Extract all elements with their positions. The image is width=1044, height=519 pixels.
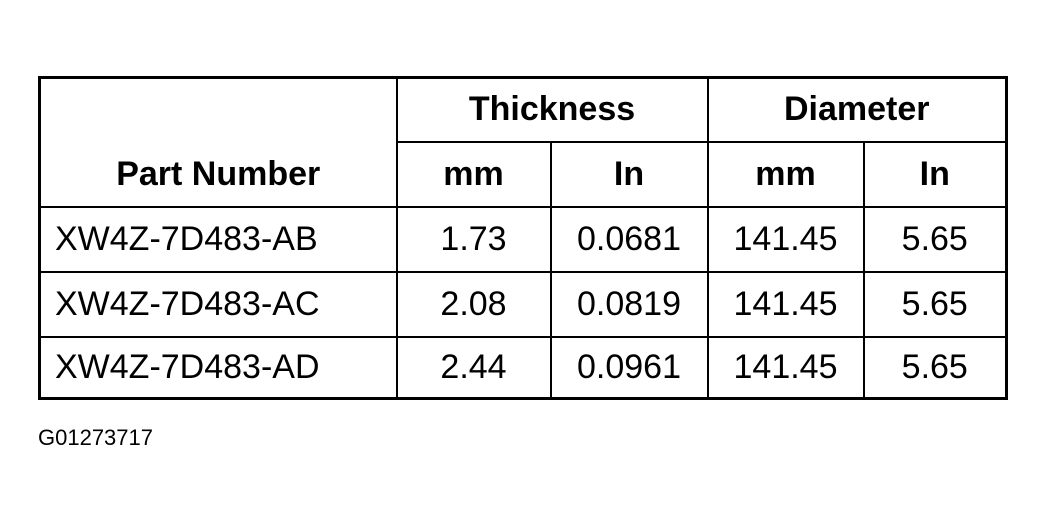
value-cell: 5.65	[862, 270, 1008, 338]
table-row: XW4Z-7D483-AB 1.73 0.0681 141.45 5.65	[38, 205, 1008, 273]
unit-header: mm	[706, 140, 865, 208]
value-cell: 0.0819	[549, 270, 709, 338]
unit-header: In	[549, 140, 709, 208]
unit-header: mm	[395, 140, 552, 208]
value-cell: 141.45	[706, 270, 865, 338]
value-cell: 141.45	[706, 335, 865, 400]
value-cell: 2.44	[395, 335, 552, 400]
unit-header: In	[862, 140, 1008, 208]
group-header: Diameter	[706, 76, 1008, 143]
table-body: XW4Z-7D483-AB 1.73 0.0681 141.45 5.65 XW4Z-7D…	[38, 205, 1008, 400]
header-cell: Part Number	[38, 76, 398, 208]
value-cell: 5.65	[862, 205, 1008, 273]
spec-table: Part Number Thickness Diameter mm In mm …	[38, 76, 1008, 400]
value-cell: 141.45	[706, 205, 865, 273]
value-cell: 0.0961	[549, 335, 709, 400]
part-number: XW4Z-7D483-AD	[38, 335, 398, 400]
table-row: XW4Z-7D483-AC 2.08 0.0819 141.45 5.65	[38, 270, 1008, 338]
value-cell: 0.0681	[549, 205, 709, 273]
figure-id: G01273717	[38, 425, 153, 450]
part-number: XW4Z-7D483-AC	[38, 270, 398, 338]
part-number: XW4Z-7D483-AB	[38, 205, 398, 273]
value-cell: 5.65	[862, 335, 1008, 400]
table-row: XW4Z-7D483-AD 2.44 0.0961 141.45 5.65	[38, 335, 1008, 400]
value-cell: 2.08	[395, 270, 552, 338]
group-header: Thickness	[395, 76, 709, 143]
value-cell: 1.73	[395, 205, 552, 273]
